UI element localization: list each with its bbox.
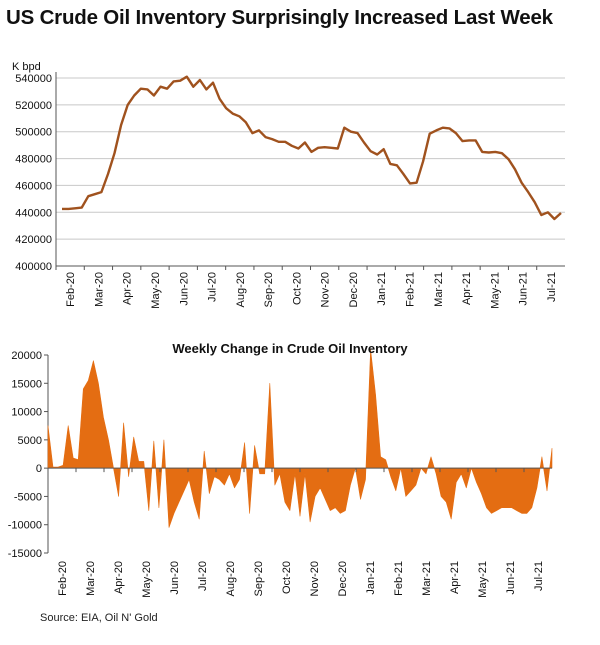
x-tick-label: Apr-21 (449, 561, 461, 594)
y-tick-label: 460000 (15, 180, 52, 192)
x-tick-label: Jun-20 (169, 561, 181, 595)
inventory-line-chart: 400000 420000 440000 460000 480000 500000 5200… (12, 61, 565, 309)
y-tick-label: 440000 (15, 207, 52, 219)
y-tick-label: 500000 (15, 127, 52, 139)
y-tick-label: 20000 (11, 350, 42, 362)
y-tick-label: 400000 (15, 261, 52, 273)
x-tick-label: Sep-20 (263, 272, 275, 307)
x-tick-label: Oct-20 (281, 561, 293, 594)
chart-title: Weekly Change in Crude Oil Inventory (172, 341, 408, 356)
x-tick-label: Feb-20 (65, 272, 77, 307)
x-tick-label: May-21 (489, 272, 501, 309)
y-tick-label: 5000 (18, 435, 42, 447)
x-tick-label: Jun-21 (518, 272, 530, 306)
x-tick-label: Apr-20 (122, 272, 134, 305)
x-tick-label: Apr-21 (461, 272, 473, 305)
x-tick-label: Jun-20 (178, 272, 190, 306)
x-tick-label: Feb-20 (57, 561, 69, 596)
x-tick-label: Jun-21 (505, 561, 517, 595)
x-tick-label: Sep-20 (253, 561, 265, 596)
y-tick-label: 15000 (11, 378, 42, 390)
x-tick-label: May-21 (477, 561, 489, 598)
x-tick-label: Feb-21 (393, 561, 405, 596)
x-tick-label: Jul-20 (197, 561, 209, 591)
x-tick-label: Aug-20 (235, 272, 247, 307)
x-tick-label: Mar-20 (85, 561, 97, 596)
x-tick-label: Nov-20 (309, 561, 321, 596)
y-tick-label: 420000 (15, 234, 52, 246)
y-tick-label: 0 (36, 463, 42, 475)
x-tick-label: Jul-21 (546, 272, 558, 302)
x-tick-label: Mar-21 (421, 561, 433, 596)
y-unit-label: K bpd (12, 61, 41, 73)
y-tick-label: 540000 (15, 73, 52, 85)
y-tick-label: 480000 (15, 154, 52, 166)
weekly-change-area (47, 349, 553, 528)
y-tick-label: -5000 (14, 491, 42, 503)
y-tick-label: -10000 (8, 520, 42, 532)
source-note: Source: EIA, Oil N' Gold (40, 612, 158, 624)
x-tick-label: Feb-21 (404, 272, 416, 307)
page-title: US Crude Oil Inventory Surprisingly Incr… (6, 6, 553, 29)
x-tick-label: Jan-21 (365, 561, 377, 595)
x-tick-label: Dec-20 (337, 561, 349, 596)
x-tick-label: Jul-20 (207, 272, 219, 302)
x-tick-label: Aug-20 (225, 561, 237, 596)
y-tick-label: -15000 (8, 548, 42, 560)
x-tick-label: Mar-21 (433, 272, 445, 307)
x-tick-label: Jul-21 (533, 561, 545, 591)
x-tick-label: Dec-20 (348, 272, 360, 307)
inventory-series-line (62, 75, 562, 221)
y-tick-label: 520000 (15, 100, 52, 112)
x-tick-label: May-20 (141, 561, 153, 598)
x-tick-label: Nov-20 (320, 272, 332, 307)
x-tick-label: May-20 (150, 272, 162, 309)
x-tick-label: Jan-21 (376, 272, 388, 306)
x-tick-label: Apr-20 (113, 561, 125, 594)
x-tick-label: Mar-20 (93, 272, 105, 307)
x-tick-label: Oct-20 (291, 272, 303, 305)
y-tick-label: 10000 (11, 407, 42, 419)
